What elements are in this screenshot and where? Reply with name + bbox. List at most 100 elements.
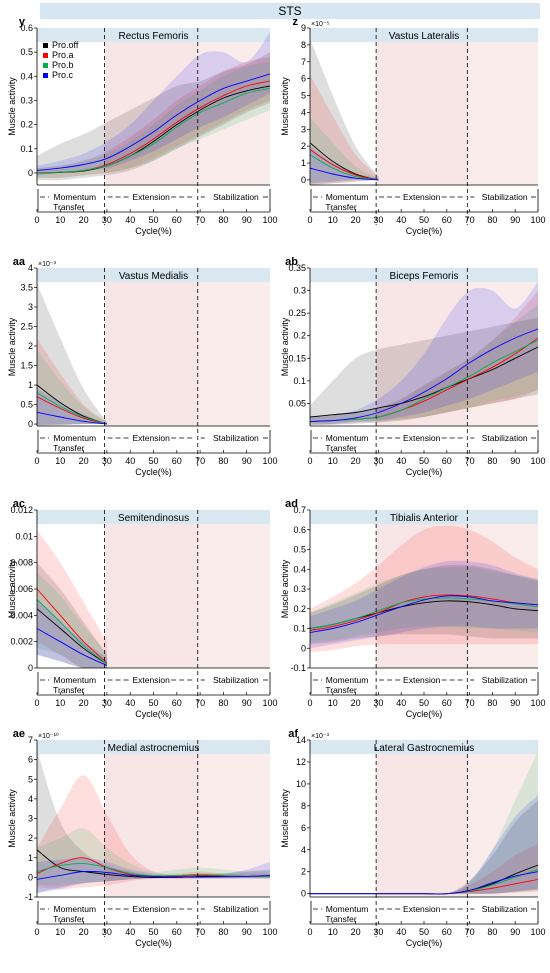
phase-label-stabilization: Stabilization [213,192,259,202]
y-tick-label: 0.5 [20,400,33,410]
y-tick-label: 0.15 [288,353,306,363]
stabilization-phase-shade [197,268,270,426]
series-line-pro-b [37,599,108,665]
x-axis-label: Cycle(%) [406,226,443,236]
x-tick-label: 100 [262,927,277,937]
y-tick-label: 0.05 [288,398,306,408]
legend-label-pro-off: Pro.off [52,40,79,50]
legend-swatch-pro-a [43,53,48,58]
x-tick-label: 50 [419,698,429,708]
x-tick-label: 90 [510,215,520,225]
x-tick-label: 40 [396,927,406,937]
y-tick-label: 5 [301,91,306,101]
x-tick-label: 70 [195,698,205,708]
phase-label-momentum: Momentum [326,904,369,914]
phase-label-extension: Extension [403,904,441,914]
series-line-pro-c [37,870,270,880]
band-pro-b [310,304,538,426]
banner [40,3,540,19]
y-tick-label: 0.25 [288,308,306,318]
panel-letter: ae [13,728,25,740]
y-tick-label: 12 [296,757,306,767]
x-axis-label: Cycle(%) [135,709,172,719]
series-line-pro-c [310,167,379,181]
phase-label-momentum: Momentum [54,904,97,914]
y-tick-label: 2.5 [20,322,33,332]
band-pro-c [37,32,270,176]
y-tick-label: 14 [296,735,306,745]
y-tick-label: 0 [301,643,306,653]
x-tick-label: 40 [125,456,135,466]
y-tick-label: 3 [28,302,33,312]
x-tick-label: 0 [34,215,39,225]
x-tick-label: 30 [373,456,383,466]
band-pro-off [37,283,107,426]
chart-panel-af: Lateral Gastrocnemius 0 2 4 6 8 10 12 14 ×10⁻³ Mom… [280,728,546,948]
y-axis-label: Muscle activity [280,317,290,376]
y-exponent-label: ×10⁻³ [311,733,330,740]
phase-label-momentum: Momentum [326,192,369,202]
panel-title: Lateral Gastrocnemius [374,743,475,754]
band-pro-c [310,146,379,184]
panel-title: Semitendinosus [118,513,189,524]
band-pro-b [37,349,107,426]
y-tick-label: 0 [28,168,33,178]
phase-label-extension: Extension [132,192,170,202]
x-tick-label: 40 [125,927,135,937]
y-tick-label: 3 [28,814,33,824]
x-tick-label: 70 [195,456,205,466]
x-tick-label: 70 [195,215,205,225]
band-pro-c [310,794,538,895]
x-tick-label: 90 [510,456,520,466]
x-tick-label: 50 [419,927,429,937]
stabilization-phase-shade [467,510,538,668]
chart-panel-aa: Vastus Medialis 0 0.5 1 1.5 2 2.5 3 3.5 4 ×10⁻³ Mom… [7,256,278,477]
band-pro-off [37,749,270,894]
x-tick-label: 70 [465,456,475,466]
y-tick-label: 0.01 [15,531,33,541]
x-tick-label: 80 [487,927,497,937]
phase-label-momentum: Momentum [54,192,97,202]
y-tick-label: 2 [301,867,306,877]
series-line-pro-c [310,871,538,895]
y-tick-label: 0 [301,175,306,185]
extension-phase-shade [104,268,198,426]
series-line-pro-a [310,594,538,631]
x-tick-label: 50 [148,456,158,466]
series-line-pro-b [37,392,108,425]
panel-letter: af [288,728,298,740]
band-pro-b [310,566,538,643]
plot-area [37,32,270,181]
phase-label-transfer: Transfer [325,914,357,924]
x-tick-label: 100 [262,215,277,225]
panel-title-bar [37,268,270,282]
x-tick-label: 10 [328,456,338,466]
x-tick-label: 100 [530,927,545,937]
extension-phase-shade [104,510,198,668]
legend-label-pro-c: Pro.c [52,70,74,80]
band-pro-off [37,562,107,668]
y-tick-label: 0.6 [20,23,33,33]
y-tick-label: 3.5 [20,283,33,293]
x-tick-label: 50 [148,698,158,708]
panel-title-bar [37,510,270,524]
plot-area [37,749,270,894]
panel-title-bar [37,28,270,42]
x-tick-label: 80 [487,698,497,708]
stabilization-phase-shade [467,268,538,426]
extension-phase-shade [376,510,468,668]
x-tick-label: 30 [373,927,383,937]
series-line-pro-a [37,396,108,425]
phase-label-transfer: Transfer [325,202,357,212]
phase-label-stabilization: Stabilization [482,433,528,443]
band-pro-b [310,117,379,184]
series-line-pro-a [37,588,108,664]
series-line-pro-c [37,411,107,425]
y-axis-label: Muscle activity [7,559,17,618]
x-tick-label: 10 [328,698,338,708]
phase-label-transfer: Transfer [53,914,85,924]
x-axis-label: Cycle(%) [135,938,172,948]
y-tick-label: 0 [301,889,306,899]
chart-panel-ae: Medial astrocnemius -1 0 1 2 3 4 5 6 7 ×10⁻¹⁰ Momen… [7,728,278,948]
